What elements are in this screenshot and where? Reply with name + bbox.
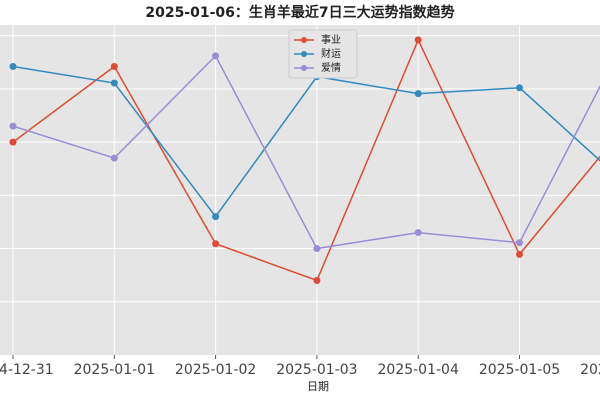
legend-label: 财运 (321, 47, 341, 60)
data-point (110, 154, 118, 162)
data-point (414, 229, 422, 237)
legend-marker (301, 51, 307, 57)
x-tick-label: 2025-01-04 (378, 362, 459, 378)
data-point (414, 90, 422, 98)
data-point (516, 84, 523, 92)
data-point (516, 250, 523, 258)
data-point (9, 63, 17, 71)
data-point (110, 63, 118, 71)
data-point (212, 213, 220, 221)
x-axis-label: 日期 (307, 380, 329, 393)
x-tick-label: 2025-01-03 (276, 362, 357, 378)
data-point (313, 245, 321, 253)
data-point (414, 36, 422, 44)
data-point (212, 240, 220, 248)
data-point (313, 276, 321, 284)
x-tick-label: 2024-12-31 (0, 362, 54, 378)
chart-title: 2025-01-06：生肖羊最近7日三大运势指数趋势 (145, 4, 454, 21)
data-point (516, 239, 523, 247)
data-point (9, 138, 17, 146)
data-point (9, 122, 17, 130)
legend-marker (301, 37, 307, 43)
data-point (110, 79, 118, 87)
x-tick-label: 2025-01-02 (175, 362, 256, 378)
x-tick-label: 2025-01-01 (74, 362, 155, 378)
x-tick-label: 2025-01-05 (479, 362, 560, 378)
legend-label: 爱情 (321, 61, 341, 74)
legend-marker (301, 65, 307, 71)
data-point (212, 52, 220, 60)
x-tick-label: 2025-01-06 (580, 362, 600, 378)
legend-label: 事业 (321, 33, 341, 46)
